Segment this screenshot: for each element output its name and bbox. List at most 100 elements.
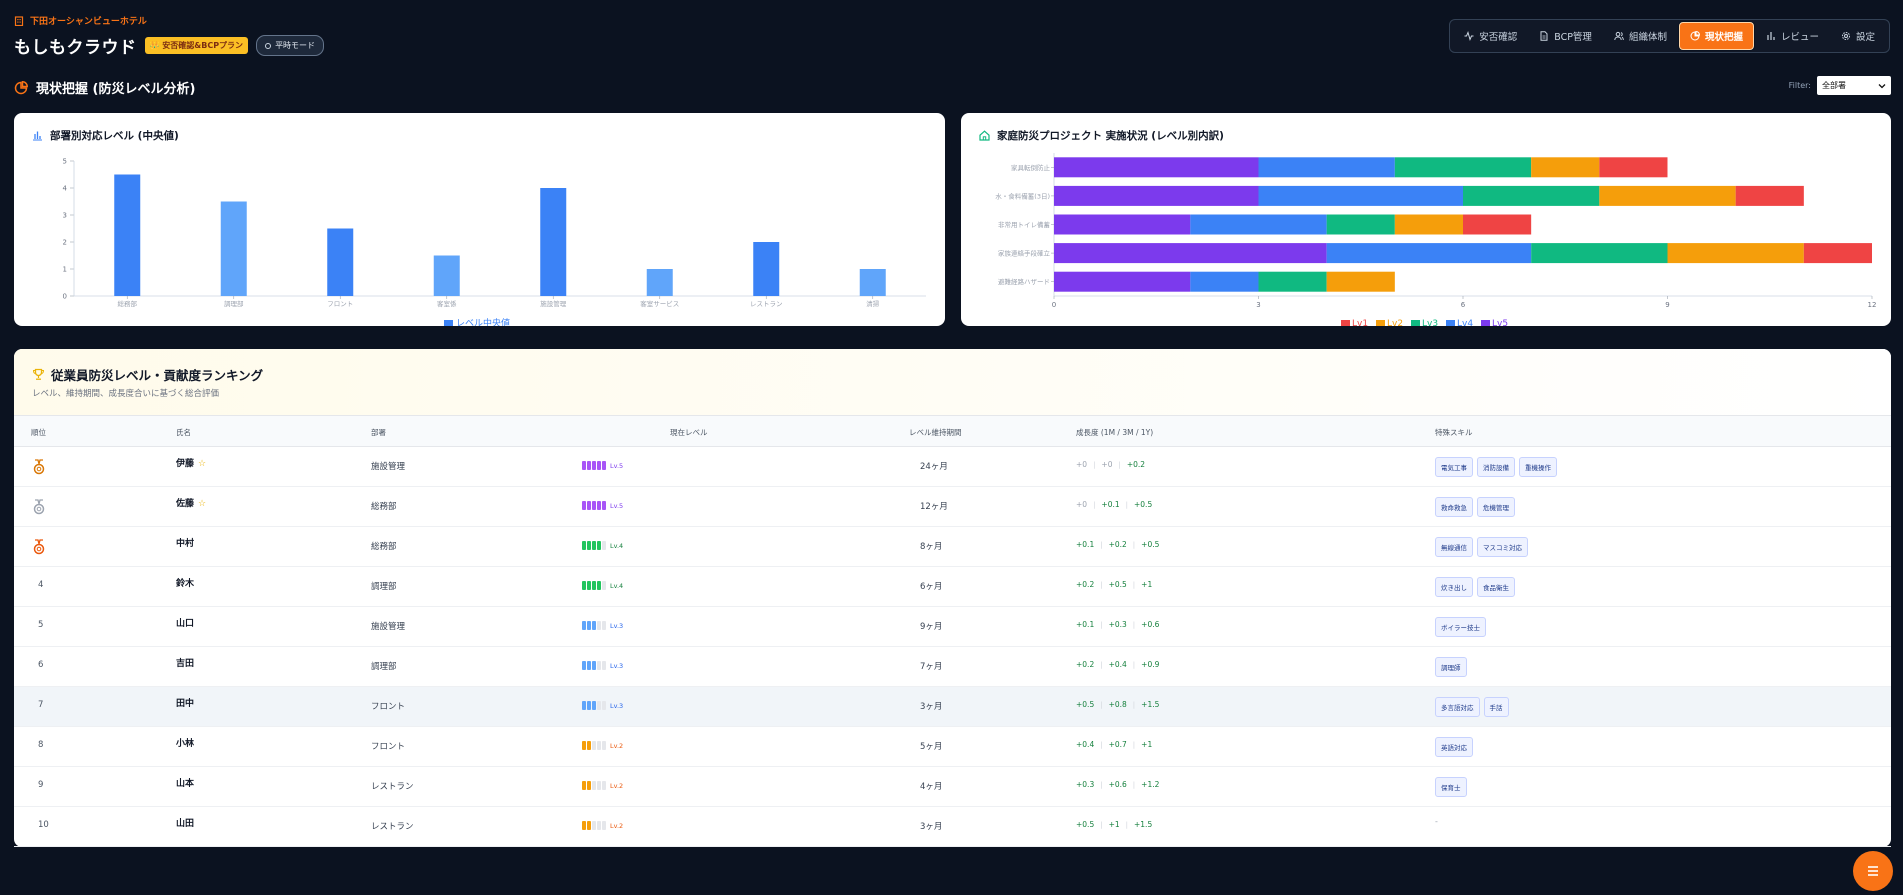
stacked-bar-segment[interactable] — [1394, 214, 1463, 235]
stacked-bar-segment[interactable] — [1326, 243, 1532, 264]
no-skill: - — [1435, 817, 1438, 826]
stacked-bar-segment[interactable] — [1463, 185, 1600, 206]
nav-organization[interactable]: 組織体制 — [1604, 23, 1677, 49]
bar[interactable] — [433, 255, 460, 297]
legend-label: Lv4 — [1457, 319, 1473, 326]
skill-list: 電気工事 消防設備 重機操作 — [1435, 457, 1557, 477]
level-segment — [587, 661, 591, 670]
level-segment — [592, 821, 596, 830]
nav-safety-check[interactable]: 安否確認 — [1454, 23, 1527, 49]
bar[interactable] — [753, 242, 780, 296]
employee-name: 山田 — [176, 816, 194, 829]
table-row[interactable]: 佐藤 ☆ 総務部 Lv.5 12ヶ月 +0 | +0.1 | +0.5 救命救急 危機管理 — [14, 487, 1891, 527]
rank-number: 5 — [38, 620, 44, 630]
stacked-bar-segment[interactable] — [1054, 243, 1327, 264]
bar[interactable] — [220, 201, 247, 297]
bar[interactable] — [114, 174, 141, 297]
stacked-bar-segment[interactable] — [1054, 271, 1191, 292]
skill-chip: 保育士 — [1435, 777, 1467, 797]
growth-values: +0 | +0 | +0.2 — [1076, 460, 1145, 469]
separator: | — [1100, 700, 1103, 709]
stacked-bar-segment[interactable] — [1258, 271, 1327, 292]
col-period: レベル維持期間 — [909, 428, 962, 437]
nav-bcp[interactable]: BCP管理 — [1529, 23, 1602, 49]
nav-label: 設定 — [1855, 32, 1875, 43]
table-row[interactable]: 10 山田 レストラン Lv.2 3ヶ月 +0.5 | +1 | +1.5 - — [14, 807, 1891, 847]
table-row[interactable]: 4 鈴木 調理部 Lv.4 6ヶ月 +0.2 | +0.5 | +1 炊き出し 食品衛生 — [14, 567, 1891, 607]
nav-review[interactable]: レビュー — [1756, 23, 1829, 49]
stacked-bar-segment[interactable] — [1394, 157, 1532, 178]
growth-values: +0.3 | +0.6 | +1.2 — [1076, 780, 1159, 789]
bar[interactable] — [646, 269, 673, 296]
stacked-bar-segment[interactable] — [1803, 243, 1872, 264]
stacked-bar-segment[interactable] — [1054, 214, 1191, 235]
rank-number: 9 — [38, 780, 44, 790]
employee-name-text: 吉田 — [176, 659, 195, 669]
nav-status-overview[interactable]: 現状把握 — [1678, 22, 1754, 50]
stacked-bar-segment[interactable] — [1463, 214, 1532, 235]
level-segment — [582, 581, 586, 590]
home-icon — [979, 130, 990, 141]
app-header: 下田オーシャンビューホテル もしもクラウド 👑 安否確認&BCPプラン 平時モー… — [14, 14, 325, 58]
stacked-bar-segment[interactable] — [1054, 185, 1259, 206]
growth-value: +0 — [1076, 460, 1088, 469]
table-row[interactable]: 6 吉田 調理部 Lv.3 7ヶ月 +0.2 | +0.4 | +0.9 調理師 — [14, 647, 1891, 687]
growth-values: +0 | +0.1 | +0.5 — [1076, 500, 1152, 509]
employee-name: 中村 — [176, 536, 194, 549]
x-tick-label: 9 — [1665, 301, 1669, 309]
stacked-bar-segment[interactable] — [1258, 157, 1395, 178]
level-segment — [602, 501, 606, 510]
level-segment — [582, 701, 586, 710]
level-segment — [582, 461, 586, 470]
stacked-bar-segment[interactable] — [1599, 185, 1736, 206]
employee-name: 吉田 — [176, 656, 194, 669]
legend-label: Lv2 — [1387, 319, 1403, 326]
employee-dept: 総務部 — [371, 542, 397, 552]
separator: | — [1132, 580, 1136, 589]
stacked-bar-segment[interactable] — [1531, 157, 1600, 178]
table-row[interactable]: 7 田中 フロント Lv.3 3ヶ月 +0.5 | +0.8 | +1.5 多言語対応手… — [14, 687, 1891, 727]
y-tick-label: 家族連絡手段確立 — [998, 249, 1051, 258]
level-segment — [587, 461, 591, 470]
legend-swatch — [1341, 320, 1350, 326]
stacked-bar-segment[interactable] — [1054, 157, 1259, 178]
table-row[interactable]: 中村 総務部 Lv.4 8ヶ月 +0.1 | +0.2 | +0.5 無線通信 マスコミ対… — [14, 527, 1891, 567]
pie-chart-icon — [14, 80, 28, 94]
level-segment — [602, 621, 606, 630]
y-tick-label: 水・食料備蓄(3日) — [995, 191, 1050, 200]
employee-dept: 調理部 — [371, 582, 397, 592]
stacked-bar-segment[interactable] — [1599, 157, 1668, 178]
table-row[interactable]: 9 山本 レストラン Lv.2 4ヶ月 +0.3 | +0.6 | +1.2 保育士 — [14, 767, 1891, 807]
stacked-bar-segment[interactable] — [1531, 243, 1668, 264]
skill-list: ボイラー技士 — [1435, 617, 1486, 637]
stacked-bar-segment[interactable] — [1258, 185, 1464, 206]
department-filter-select[interactable]: 全部署 — [1817, 76, 1891, 95]
table-row[interactable]: 8 小林 フロント Lv.2 5ヶ月 +0.4 | +0.7 | +1 英語対応 — [14, 727, 1891, 767]
stacked-bar-segment[interactable] — [1735, 185, 1804, 206]
nav-settings[interactable]: 設定 — [1831, 23, 1885, 49]
growth-value: +1.5 — [1134, 820, 1153, 829]
bar[interactable] — [540, 188, 567, 296]
stacked-bar-segment[interactable] — [1326, 271, 1395, 292]
bar[interactable] — [327, 228, 354, 297]
stacked-bar-segment[interactable] — [1326, 214, 1395, 235]
table-row[interactable]: 伊藤 ☆ 施設管理 Lv.5 24ヶ月 +0 | +0 | +0.2 電気工事 消防設備 重機… — [14, 447, 1891, 487]
stacked-bar-segment[interactable] — [1190, 214, 1327, 235]
level-segment — [597, 461, 601, 470]
table-row[interactable]: 5 山口 施設管理 Lv.3 9ヶ月 +0.1 | +0.3 | +0.6 ボイラー技士 — [14, 607, 1891, 647]
employee-name-text: 鈴木 — [176, 579, 195, 589]
skill-chip: 炊き出し — [1435, 577, 1473, 597]
level-label: Lv.2 — [610, 821, 624, 830]
mode-toggle-button[interactable]: 平時モード — [256, 35, 325, 56]
skill-list: 無線通信 マスコミ対応 — [1435, 537, 1528, 557]
level-indicator: Lv.4 — [582, 541, 623, 550]
y-tick-label: 3 — [63, 212, 67, 220]
col-dept: 部署 — [371, 428, 386, 437]
skill-chip: 調理師 — [1435, 657, 1467, 677]
menu-button[interactable] — [1853, 851, 1893, 891]
stacked-bar-segment[interactable] — [1667, 243, 1804, 264]
level-segment — [592, 461, 596, 470]
growth-values: +0.1 | +0.3 | +0.6 — [1076, 620, 1159, 629]
stacked-bar-segment[interactable] — [1190, 271, 1259, 292]
bar[interactable] — [859, 269, 886, 296]
